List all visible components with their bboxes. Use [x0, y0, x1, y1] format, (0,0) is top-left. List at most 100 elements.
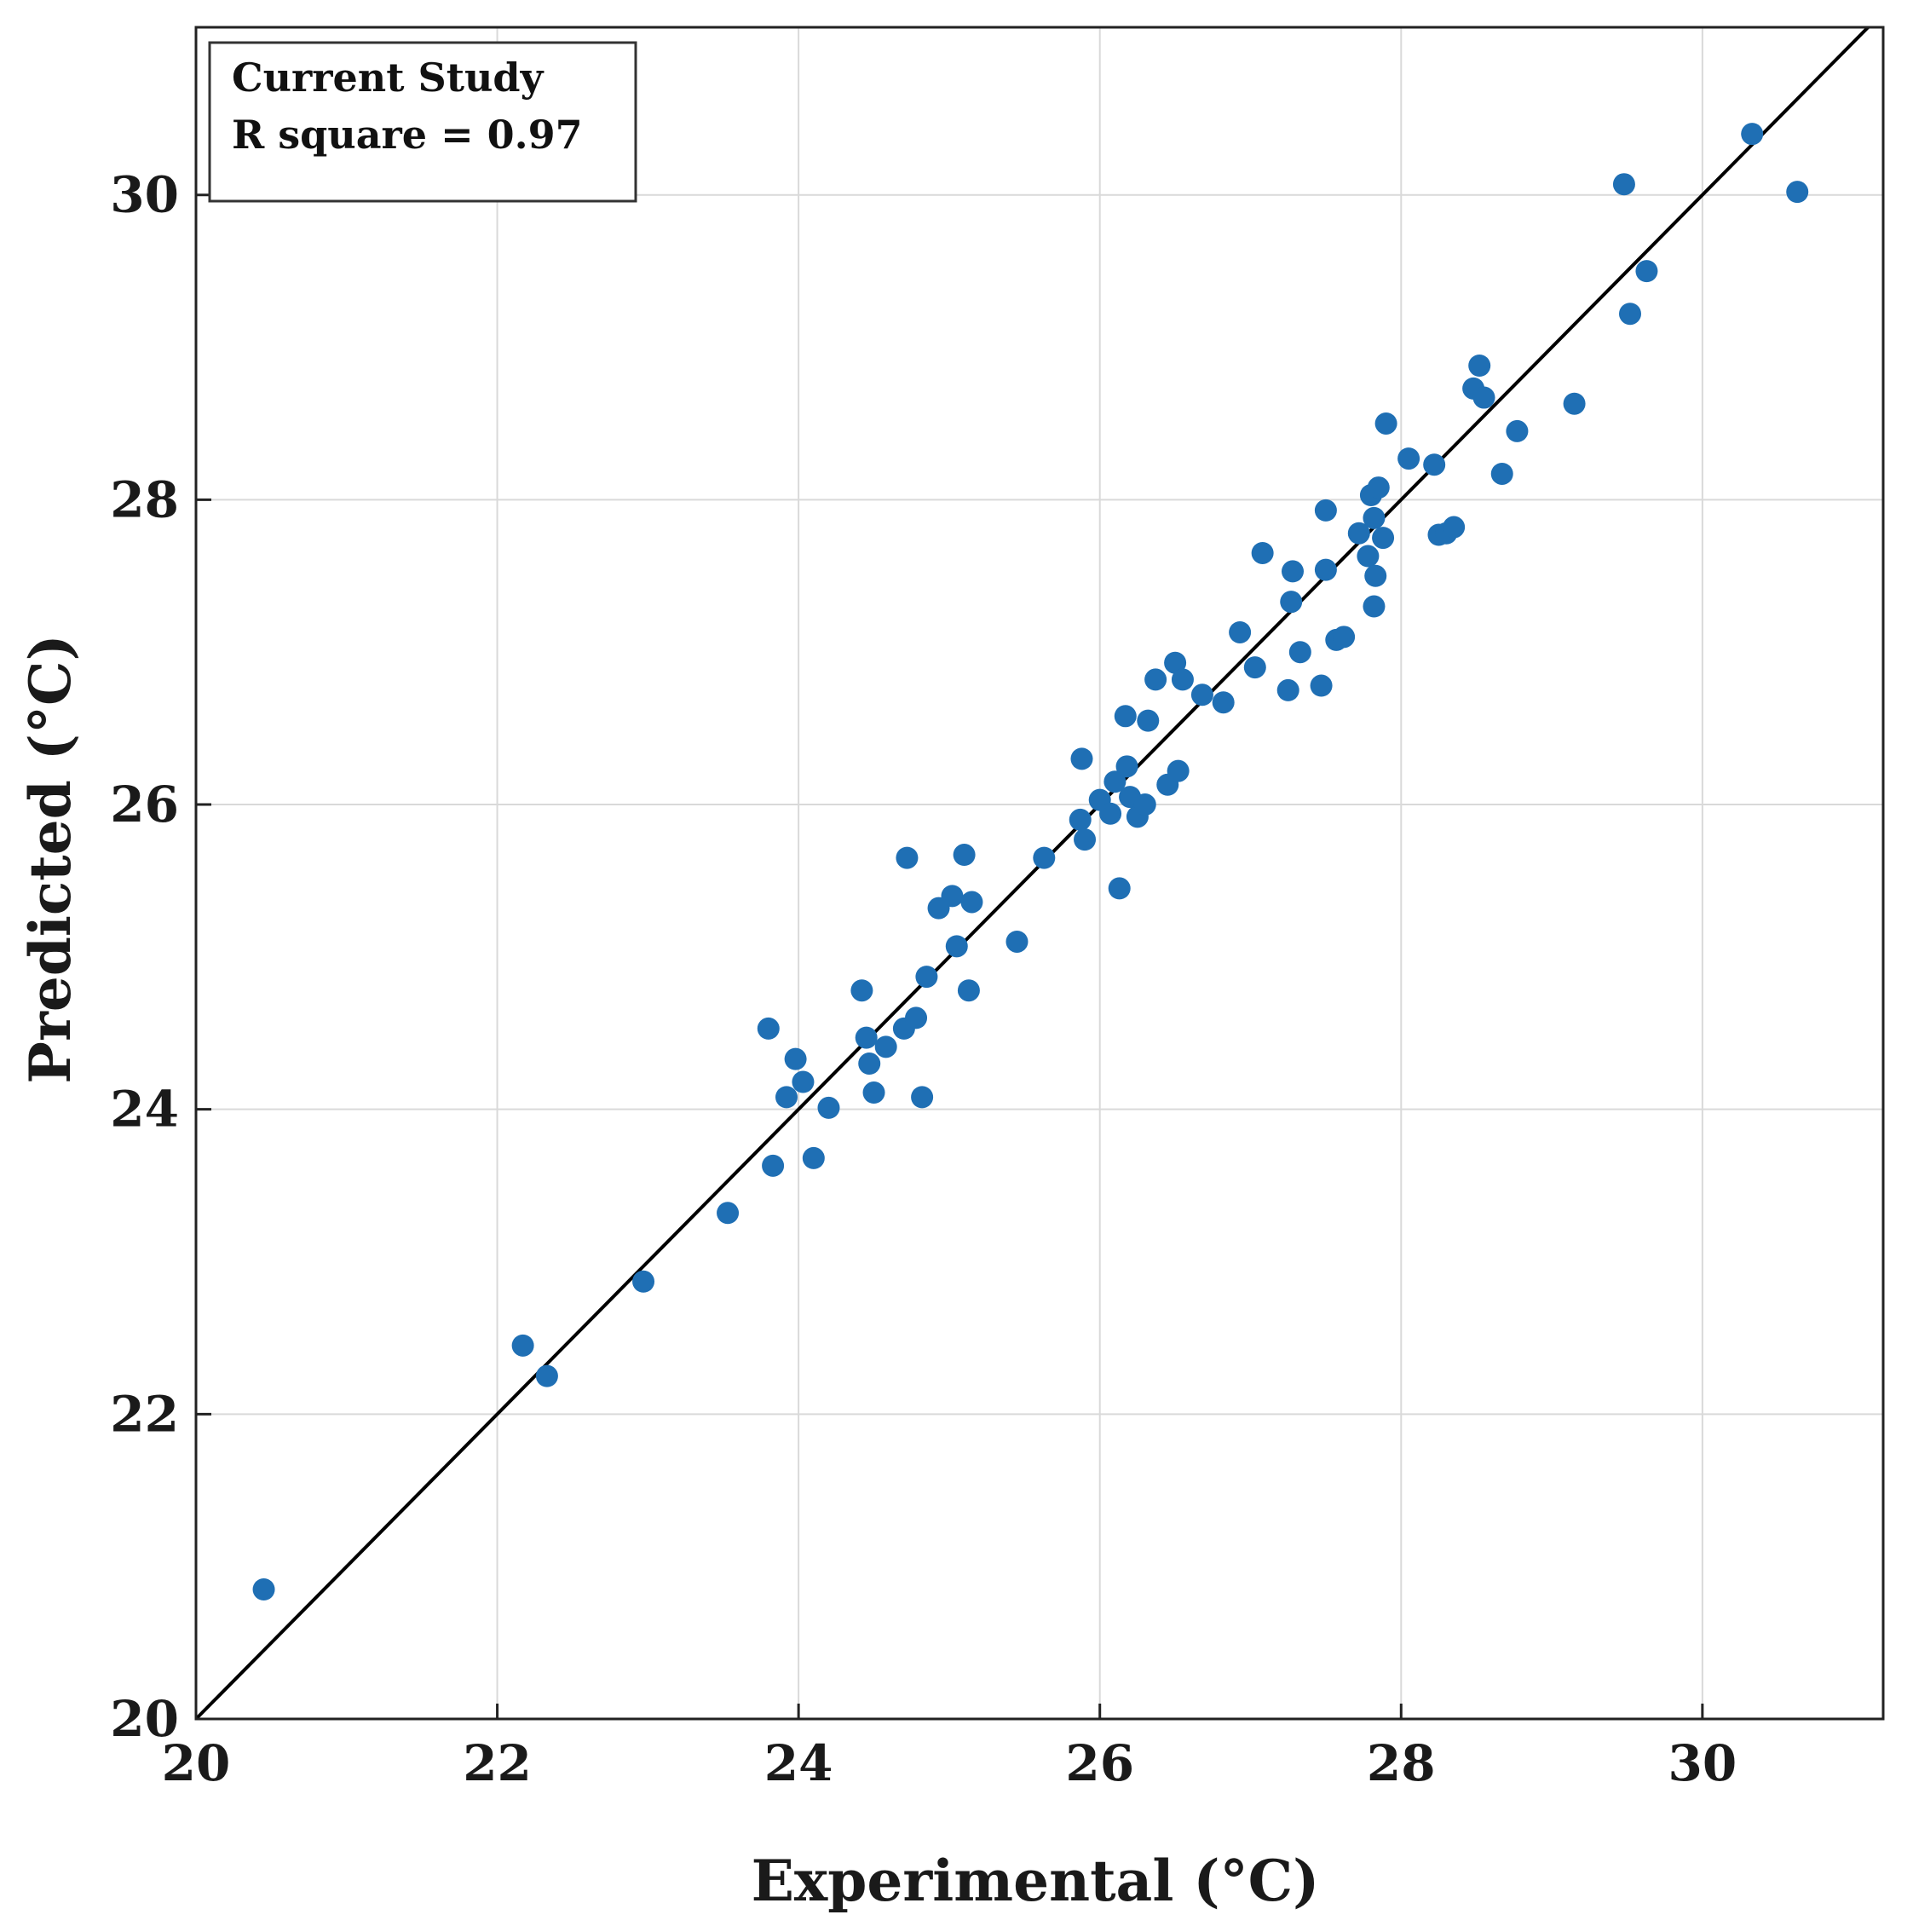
y-tick-label: 30 — [110, 166, 179, 224]
data-point — [1741, 123, 1764, 146]
data-points — [252, 123, 1809, 1600]
legend-series-name: Current Study — [232, 55, 545, 101]
x-tick-label: 26 — [1065, 1734, 1134, 1792]
data-point — [896, 846, 919, 869]
data-point — [1099, 802, 1122, 825]
data-point — [1137, 709, 1160, 732]
data-point — [1167, 759, 1190, 782]
data-point — [1423, 453, 1446, 476]
data-point — [717, 1202, 740, 1225]
data-point — [957, 979, 980, 1002]
x-tick-label: 20 — [162, 1734, 231, 1792]
data-point — [945, 935, 968, 958]
data-point — [1005, 930, 1029, 953]
data-point — [1506, 419, 1529, 442]
data-point — [1364, 564, 1387, 587]
y-tick-label: 22 — [110, 1385, 179, 1443]
data-point — [1212, 691, 1235, 714]
data-point — [1363, 595, 1386, 618]
legend-r-square: R square = 0.97 — [232, 112, 583, 158]
data-point — [817, 1096, 840, 1119]
x-tick-label: 22 — [463, 1734, 532, 1792]
axis-ticks: 20 22 24 26 28 30 20 22 24 26 28 30 — [110, 166, 1737, 1792]
data-point — [762, 1154, 785, 1177]
data-point — [941, 885, 964, 908]
data-point — [1243, 656, 1266, 679]
data-point — [1280, 591, 1303, 614]
data-point — [535, 1364, 558, 1387]
data-point — [632, 1270, 655, 1293]
data-point — [862, 1081, 885, 1104]
data-point — [1563, 392, 1586, 415]
data-point — [757, 1017, 780, 1040]
data-point — [1190, 683, 1213, 706]
data-point — [1288, 641, 1311, 664]
data-point — [784, 1047, 807, 1070]
data-point — [1251, 541, 1274, 564]
data-point — [1069, 808, 1092, 831]
data-point — [1282, 560, 1304, 583]
data-point — [1367, 476, 1390, 499]
y-tick-label: 20 — [110, 1690, 179, 1748]
data-point — [1314, 499, 1337, 522]
data-point — [802, 1146, 825, 1169]
reference-line-group — [194, 26, 1870, 1721]
data-point — [1074, 828, 1097, 851]
data-point — [1133, 793, 1156, 816]
data-point — [1171, 668, 1194, 691]
data-point — [1276, 678, 1299, 701]
data-point — [1374, 412, 1397, 435]
data-point — [1468, 355, 1491, 377]
data-point — [915, 966, 938, 989]
data-point — [1472, 386, 1495, 409]
data-point — [252, 1577, 275, 1600]
data-point — [1363, 506, 1386, 529]
data-point — [1229, 620, 1252, 643]
data-point — [1619, 303, 1641, 326]
data-point — [1443, 516, 1466, 539]
y-tick-label: 28 — [110, 470, 179, 528]
y-tick-label: 24 — [110, 1081, 179, 1139]
data-point — [1310, 674, 1333, 697]
x-tick-label: 30 — [1668, 1734, 1737, 1792]
data-point — [1114, 705, 1137, 728]
plot-frame — [194, 26, 1885, 1721]
reference-line — [194, 26, 1870, 1721]
data-point — [511, 1334, 534, 1357]
data-point — [1490, 462, 1513, 485]
x-tick-label: 24 — [764, 1734, 833, 1792]
data-point — [1033, 846, 1056, 869]
data-point — [1372, 527, 1395, 550]
data-point — [1612, 173, 1635, 196]
data-point — [1314, 558, 1337, 581]
data-point — [1786, 181, 1809, 204]
data-point — [905, 1006, 928, 1029]
data-point — [911, 1086, 934, 1109]
data-point — [1357, 545, 1380, 568]
data-point — [1397, 447, 1420, 470]
legend-border — [208, 41, 637, 203]
y-tick-label: 26 — [110, 776, 179, 833]
data-point — [874, 1035, 897, 1058]
data-point — [1103, 770, 1126, 793]
legend-box: Current Study R square = 0.97 — [208, 41, 637, 203]
data-point — [1108, 877, 1131, 900]
data-point — [1070, 747, 1093, 770]
data-point — [960, 891, 983, 914]
data-point — [1635, 260, 1658, 283]
data-point — [775, 1086, 798, 1109]
data-point — [1333, 626, 1356, 649]
data-point — [1164, 651, 1187, 674]
data-point — [850, 979, 873, 1002]
data-point — [855, 1026, 878, 1049]
x-axis-title: Experimental (°C) — [752, 1848, 1320, 1914]
data-point — [1115, 755, 1138, 778]
data-point — [858, 1053, 881, 1076]
y-axis-title: Predicted (°C) — [17, 634, 84, 1083]
data-point — [953, 844, 976, 867]
data-point — [1144, 668, 1167, 691]
data-point — [792, 1070, 815, 1093]
x-tick-label: 28 — [1367, 1734, 1436, 1792]
data-point — [1347, 522, 1370, 545]
